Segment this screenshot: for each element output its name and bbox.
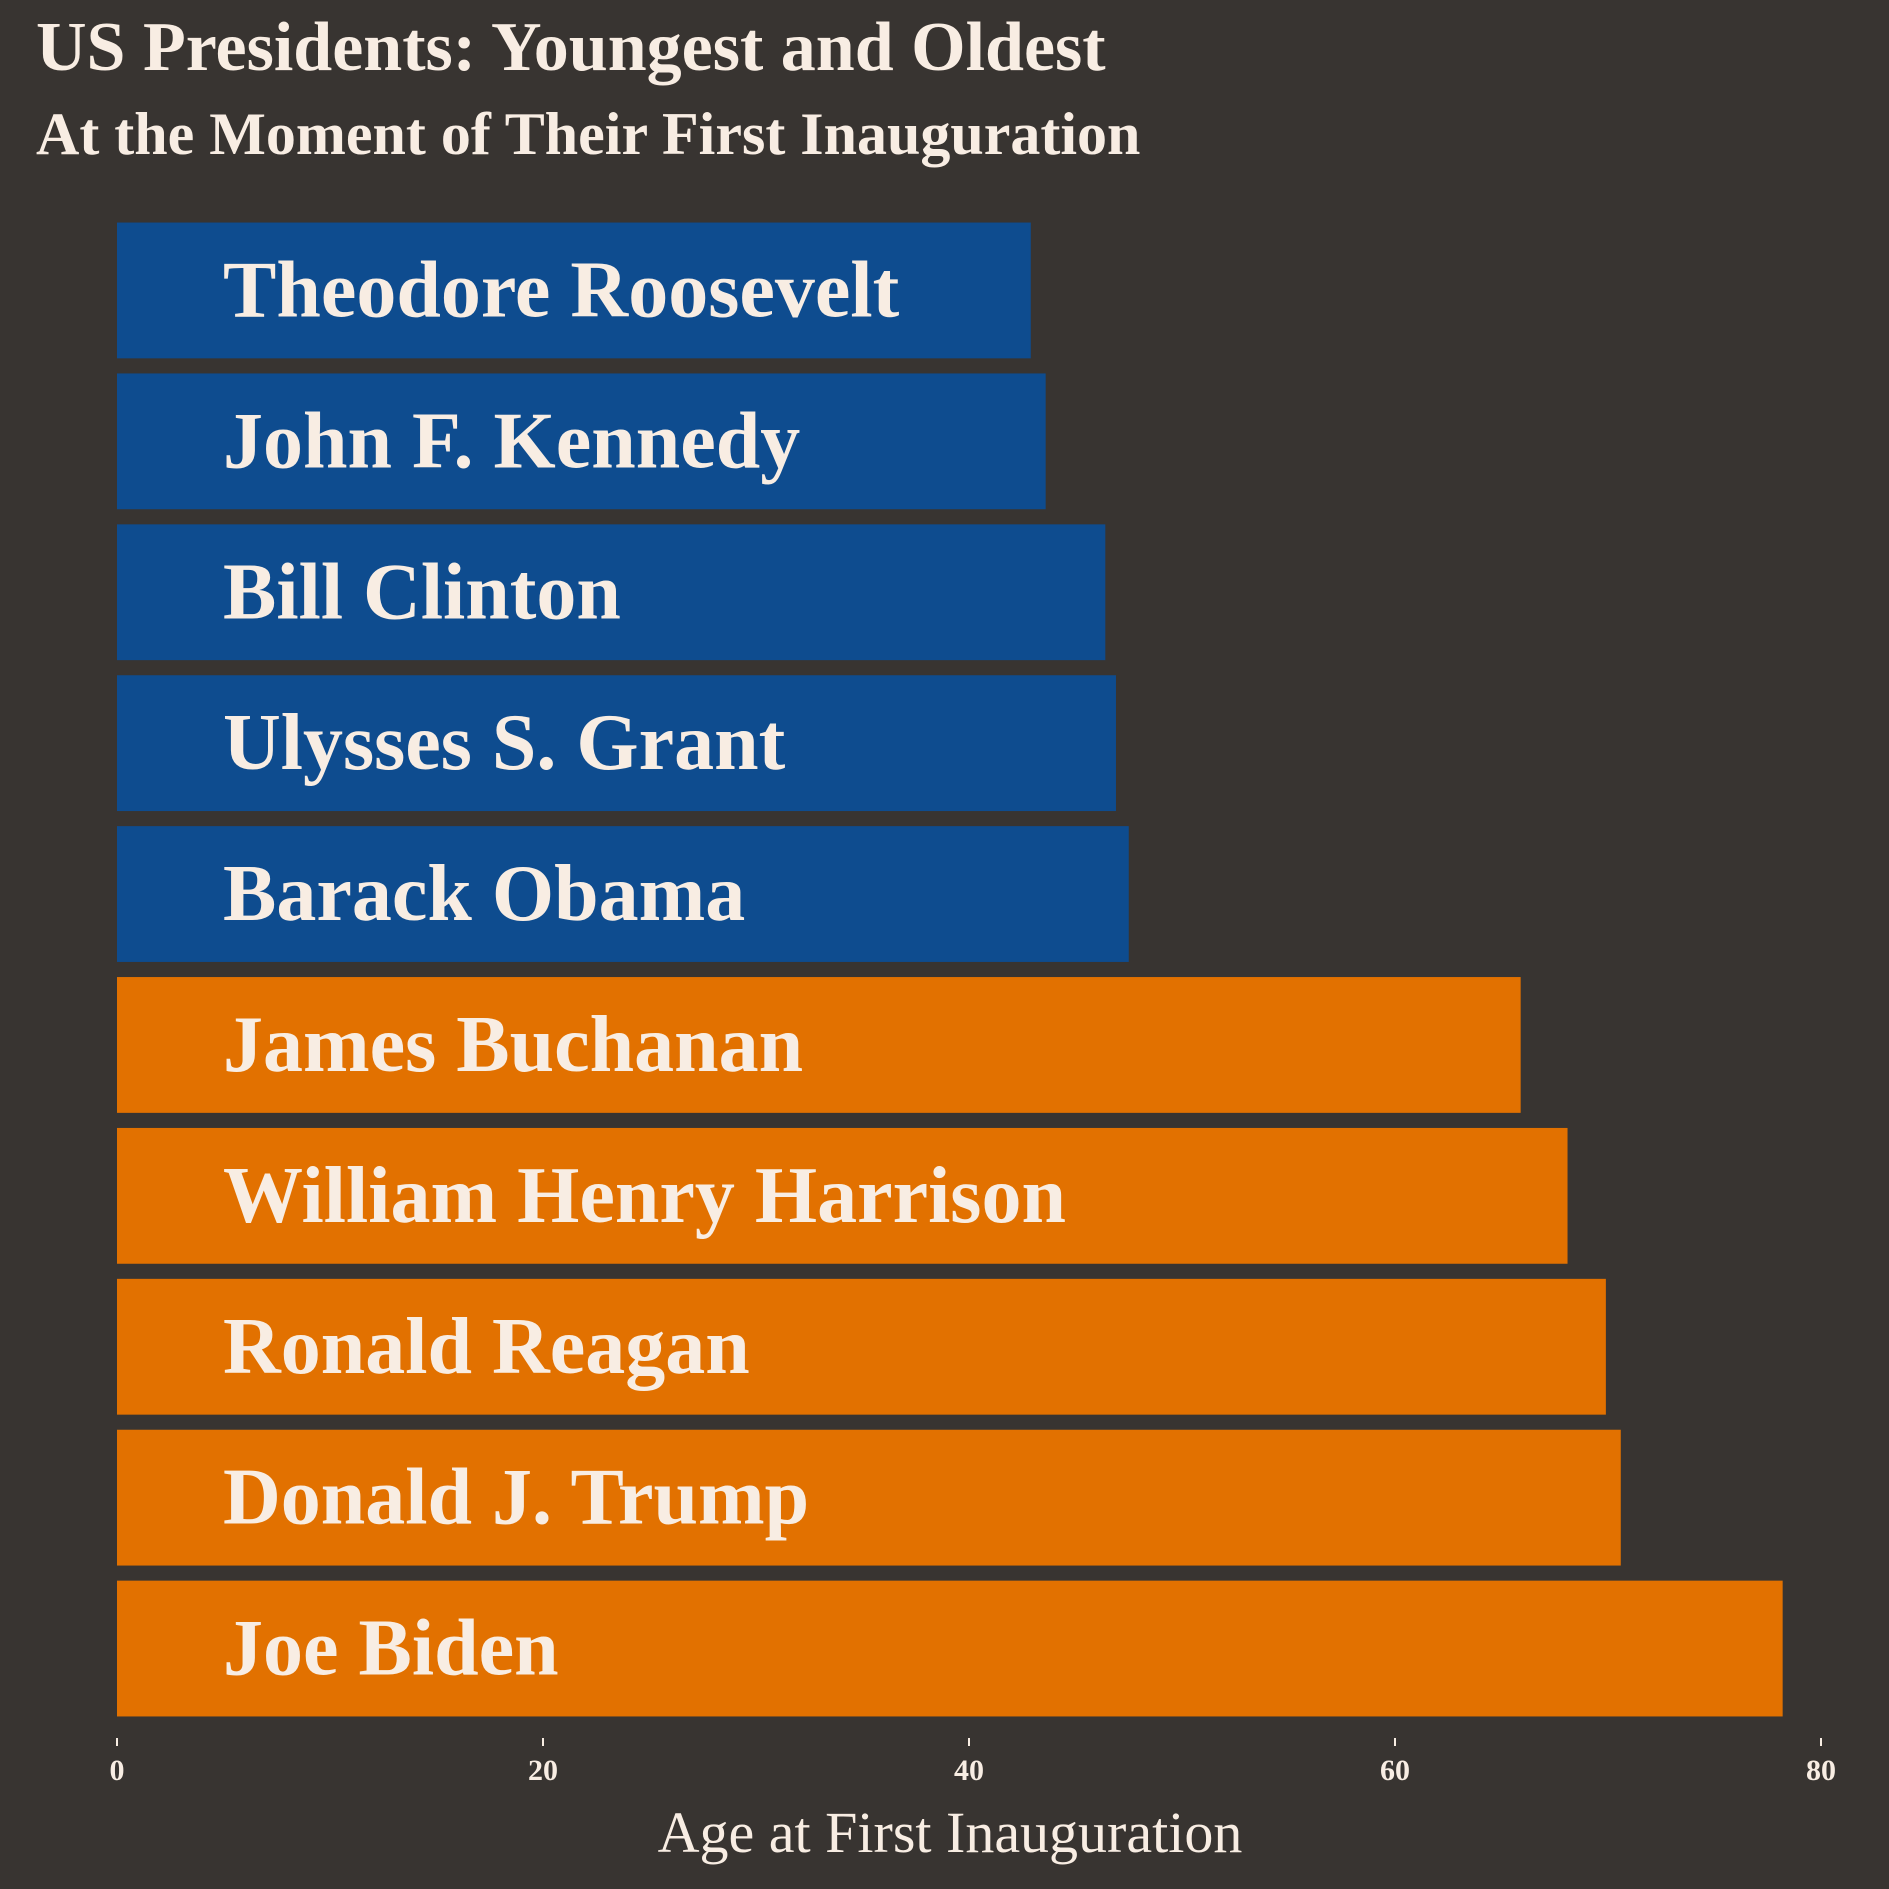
bar-label: William Henry Harrison [223,1152,1066,1240]
bar-labels-group: Theodore Roosevelt John F. Kennedy Bill Cl… [223,246,1066,1692]
bar [117,1580,1783,1717]
bar-label: Bill Clinton [223,548,621,636]
bar-label: James Buchanan [223,1001,803,1089]
bar [117,826,1129,962]
bar-label: Barack Obama [223,850,745,938]
bar [117,373,1046,510]
bar-label: Joe Biden [223,1605,559,1693]
x-axis: 0 20 40 60 80 [110,1738,1836,1787]
x-tick-label: 40 [954,1754,984,1787]
chart-title: US Presidents: Youngest and Oldest [36,9,1106,86]
x-tick-label: 0 [110,1754,125,1787]
bar-label: Theodore Roosevelt [223,246,900,334]
bar-label: Donald J. Trump [223,1454,809,1542]
bar [117,977,1521,1113]
chart-subtitle: At the Moment of Their First Inauguratio… [36,101,1141,167]
x-axis-title: Age at First Inauguration [658,1800,1243,1865]
bar-label: Ronald Reagan [223,1303,750,1391]
x-tick-label: 80 [1806,1754,1836,1787]
bar [117,1278,1606,1415]
bar [117,1429,1621,1566]
bar-label: Ulysses S. Grant [223,699,786,787]
bar [117,524,1106,661]
bar [117,222,1031,359]
bar [117,1127,1568,1264]
bars-group [117,222,1783,1717]
x-tick-label: 60 [1380,1754,1410,1787]
bar [117,675,1116,812]
x-tick-label: 20 [528,1754,558,1787]
bar-label: John F. Kennedy [223,397,800,485]
